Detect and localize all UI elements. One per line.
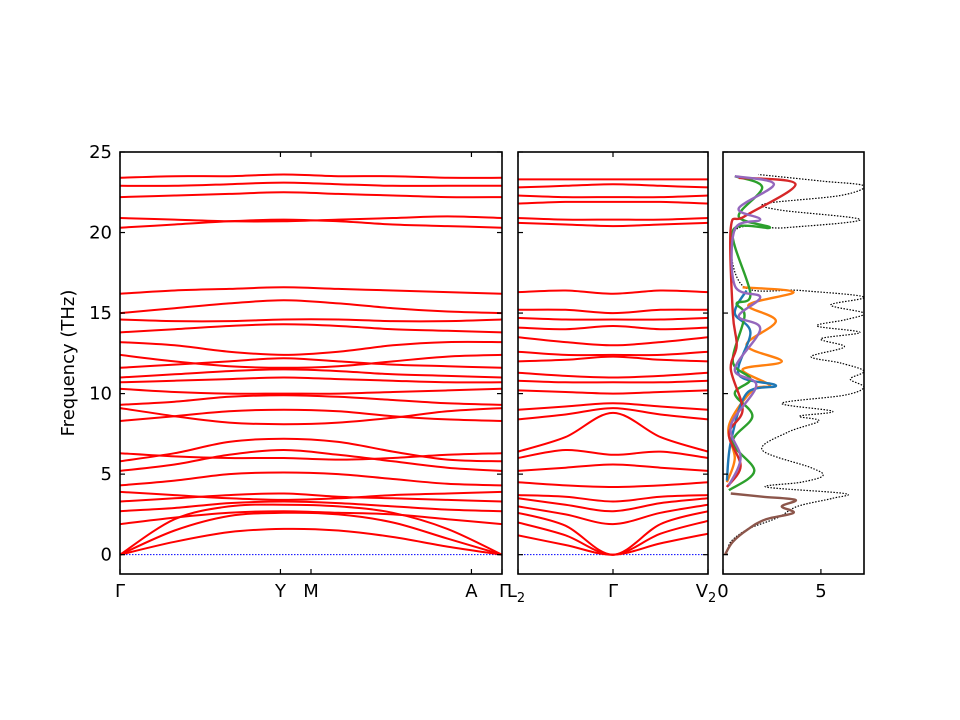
band-line-r26 — [518, 194, 708, 199]
band-line-b5 — [120, 500, 502, 513]
band-line-b12 — [120, 408, 502, 422]
right-band-lines — [518, 178, 708, 556]
band-line-r13 — [518, 389, 708, 395]
band-line-b15 — [120, 387, 502, 395]
x-tick-label: M — [303, 581, 319, 602]
band-line-b23 — [120, 299, 502, 315]
y-tick-label: 10 — [89, 384, 112, 405]
x-tick-label: Y — [274, 581, 287, 602]
x-tick-label: Γ — [115, 581, 125, 602]
band-line-b24 — [120, 286, 502, 295]
band-line-b21 — [120, 323, 502, 334]
band-line-r14 — [518, 379, 708, 384]
band-line-b2 — [120, 511, 502, 556]
y-tick-label: 25 — [89, 142, 112, 163]
band-line-b11 — [120, 452, 502, 461]
band-line-b7 — [120, 490, 502, 501]
band-line-b17 — [120, 368, 502, 379]
band-line-r10 — [518, 411, 708, 453]
band-line-r12 — [518, 402, 708, 411]
y-tick-label: 0 — [101, 545, 112, 566]
band-line-r11 — [518, 407, 708, 421]
band-line-r23 — [518, 221, 708, 228]
band-line-b22 — [120, 318, 502, 323]
band-line-r8 — [518, 463, 708, 472]
band-line-b9 — [120, 448, 502, 472]
band-line-b13 — [120, 407, 502, 426]
right-panel-frame — [517, 151, 709, 575]
band-line-r24 — [518, 217, 708, 221]
band-line-b29 — [120, 173, 502, 179]
band-line-r22 — [518, 289, 708, 295]
band-line-b20 — [120, 340, 502, 356]
band-line-r1 — [518, 532, 708, 556]
y-tick-label: 5 — [101, 464, 112, 485]
dos-series-purple — [727, 175, 776, 486]
band-line-r5 — [518, 497, 708, 513]
band-line-r27 — [518, 183, 708, 189]
x-tick-label: Γ — [608, 581, 618, 602]
band-line-r15 — [518, 371, 708, 379]
band-line-b4 — [120, 510, 502, 526]
dos-series-total — [726, 173, 864, 555]
band-line-r16 — [518, 355, 708, 363]
band-line-r7 — [518, 481, 708, 489]
band-line-r21 — [518, 308, 708, 315]
band-line-b1 — [120, 527, 502, 556]
band-line-r3 — [518, 510, 708, 556]
dos-series-brown — [723, 492, 798, 556]
band-line-b8 — [120, 471, 502, 487]
y-axis-label: Frequency (THz) — [58, 290, 79, 437]
band-line-b19 — [120, 353, 502, 369]
band-line-r9 — [518, 448, 708, 459]
band-line-r18 — [518, 336, 708, 347]
band-line-b10 — [120, 437, 502, 463]
band-line-b26 — [120, 215, 502, 223]
y-tick-label: 20 — [89, 223, 112, 244]
band-line-b28 — [120, 181, 502, 187]
left-panel-frame — [119, 151, 503, 575]
dos-series-orange — [725, 286, 795, 483]
dos-lines — [723, 173, 864, 556]
x-tick-label: L2 — [507, 581, 525, 606]
left-band-lines — [120, 173, 502, 556]
band-line-r2 — [518, 519, 708, 556]
band-line-r6 — [518, 494, 708, 503]
x-tick-label: A — [465, 581, 478, 602]
band-line-b16 — [120, 376, 502, 384]
band-line-b6 — [120, 492, 502, 503]
band-line-b18 — [120, 357, 502, 369]
band-line-r17 — [518, 350, 708, 357]
dos-series-red — [725, 176, 797, 488]
dos-x-tick-label: 0 — [717, 581, 728, 602]
band-line-r20 — [518, 316, 708, 321]
dos-panel-frame — [722, 151, 865, 575]
band-line-r19 — [518, 324, 708, 331]
band-line-r25 — [518, 200, 708, 205]
dos-x-tick-label: 5 — [815, 581, 826, 602]
x-tick-label: V2 — [696, 581, 717, 606]
x-tick-label: Γ — [499, 581, 509, 602]
y-tick-label: 15 — [89, 303, 112, 324]
band-line-b27 — [120, 191, 502, 199]
band-line-b3 — [120, 503, 502, 556]
band-line-b14 — [120, 394, 502, 406]
band-line-r4 — [518, 503, 708, 526]
